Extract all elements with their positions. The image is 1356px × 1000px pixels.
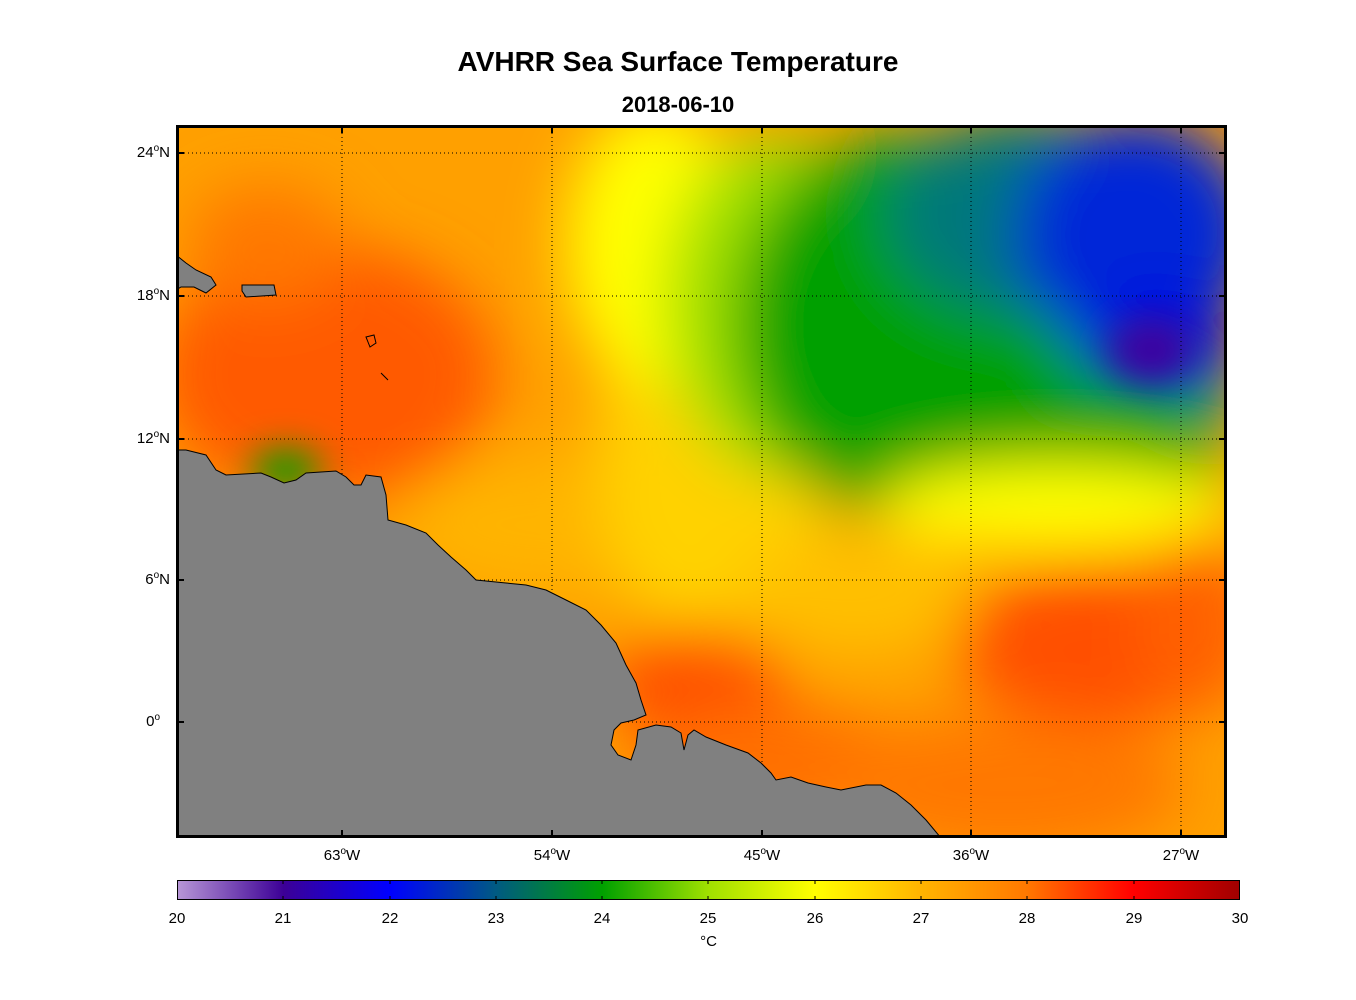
colorbar-tick-24: 24 [593,910,611,927]
lon-label-54w: 54oW [533,846,571,864]
colorbar-ticks [282,880,1135,900]
figure-date: 2018-06-10 [621,92,735,117]
land-island-small [365,334,389,381]
colorbar-tick-20: 20 [168,910,186,927]
lat-label-18: 18oN [136,286,170,304]
colorbar-tick-23: 23 [487,910,505,927]
lat-label-24: 24oN [136,143,170,161]
colorbar-tick-30: 30 [1231,910,1249,927]
map-frame [176,125,1227,838]
colorbar-tick-26: 26 [806,910,824,927]
land-puerto-rico [241,284,277,298]
colorbar-tick-22: 22 [381,910,399,927]
frame-ticks [176,125,1227,838]
lon-label-27w: 27oW [1162,846,1200,864]
colorbar-unit-label: °C [700,933,717,950]
lat-label-6: 6oN [145,570,170,588]
lon-label-45w: 45oW [743,846,781,864]
sst-map [176,125,1227,838]
colorbar-tick-28: 28 [1018,910,1036,927]
lon-label-63w: 63oW [323,846,361,864]
lat-label-0: 0o [146,712,160,730]
lon-label-36w: 36oW [952,846,990,864]
colorbar-tick-25: 25 [699,910,717,927]
colorbar-tick-27: 27 [912,910,930,927]
sst-map-svg [176,125,1227,838]
colorbar-tick-21: 21 [274,910,292,927]
figure-title: AVHRR Sea Surface Temperature [457,46,899,77]
lat-label-12: 12oN [136,429,170,447]
land-south-america [176,449,942,838]
sst-field [176,125,1227,838]
colorbar-tick-29: 29 [1125,910,1143,927]
colorbar [177,880,1240,900]
